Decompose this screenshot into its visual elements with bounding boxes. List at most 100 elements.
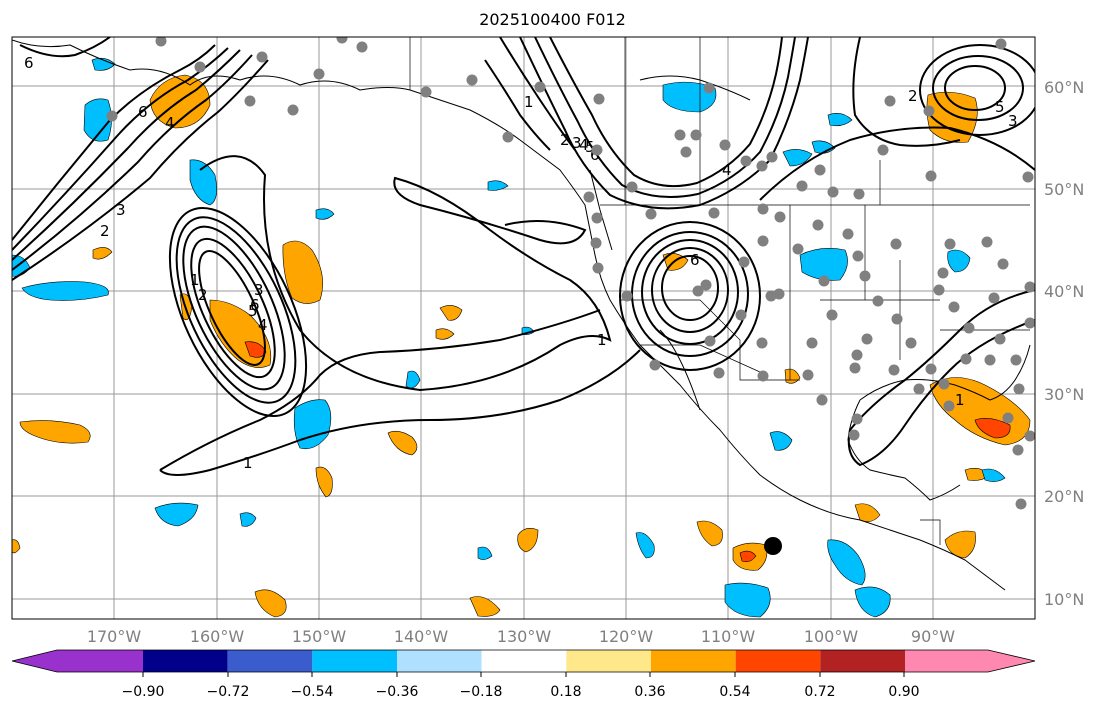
station-dot	[1024, 281, 1035, 293]
negative-anomaly-area	[981, 468, 1006, 482]
negative-anomaly-area	[635, 532, 655, 559]
colorbar-segment	[397, 650, 482, 672]
station-dot	[891, 313, 903, 325]
colorbar-tick-label: 0.36	[634, 684, 665, 700]
station-dot	[287, 104, 299, 116]
positive-anomaly-area	[282, 240, 323, 304]
colorbar-segment	[651, 650, 736, 672]
lon-label: 170°W	[87, 627, 142, 646]
colorbar-tick-label: −0.36	[376, 684, 419, 700]
colorbar-tick-label: 0.54	[719, 684, 750, 700]
station-dot	[861, 333, 873, 345]
station-dot	[592, 262, 604, 274]
station-dot	[913, 383, 925, 395]
station-dot	[1024, 430, 1035, 442]
contour-label: 2	[100, 222, 110, 240]
station-dot	[984, 354, 996, 366]
contour-label: 4	[165, 114, 175, 132]
station-dots	[106, 37, 1035, 510]
storm-center-marker	[764, 537, 782, 555]
negative-anomaly-area	[154, 502, 199, 527]
colorbar-segment	[905, 650, 989, 672]
contour-label: 2	[560, 131, 570, 149]
colorbar-segment	[312, 650, 397, 672]
station-dot	[859, 270, 871, 282]
negative-anomaly-area	[947, 249, 971, 273]
station-dot	[719, 139, 731, 151]
station-dot	[534, 81, 546, 93]
contour-label: 1	[597, 331, 607, 349]
station-dot	[994, 333, 1006, 345]
positive-anomaly-area	[435, 328, 455, 340]
lat-label: 40°N	[1044, 282, 1084, 301]
station-dot	[1012, 444, 1024, 456]
station-dot	[816, 394, 828, 406]
negative-anomaly-area	[189, 159, 217, 206]
station-dot	[356, 41, 368, 53]
station-dot	[905, 337, 917, 349]
station-dot	[735, 309, 747, 321]
colorbar-segment	[735, 650, 821, 672]
colorbar-tick-label: −0.90	[122, 684, 165, 700]
station-dot	[814, 164, 826, 176]
station-dot	[806, 337, 818, 349]
station-dot	[244, 95, 256, 107]
positive-anomaly-area	[315, 466, 333, 498]
station-dot	[690, 129, 702, 141]
station-dot	[1015, 498, 1027, 510]
lon-label: 120°W	[599, 627, 654, 646]
contour-label: 4	[579, 136, 589, 154]
positive-anomaly-area	[517, 528, 539, 553]
contour-label: 5	[995, 98, 1005, 116]
station-dot	[938, 378, 950, 390]
station-dot	[645, 208, 657, 220]
negative-anomaly-area	[827, 113, 853, 127]
colorbar-outline	[11, 649, 1036, 673]
station-dot	[890, 238, 902, 250]
station-dot	[502, 131, 514, 143]
positive-anomaly-area	[387, 430, 418, 456]
station-dot	[933, 284, 945, 296]
contour-label: 4	[258, 316, 268, 334]
colorbar-segment	[143, 650, 228, 672]
positive-anomaly-area	[696, 520, 723, 547]
station-dot	[713, 367, 725, 379]
lon-label: 130°W	[497, 627, 552, 646]
station-dot	[925, 363, 937, 375]
contour-label: 1	[524, 93, 534, 111]
station-dot	[988, 292, 1000, 304]
contour-label: 2	[908, 87, 918, 105]
negative-anomaly-area	[854, 586, 891, 618]
colorbar-tick-label: 0.18	[550, 684, 581, 700]
negative-anomaly-area	[782, 149, 813, 167]
station-dot	[692, 285, 704, 297]
station-dot	[313, 68, 325, 80]
contour-label: 1	[243, 454, 253, 472]
negative-anomaly-area	[21, 281, 109, 301]
colorbar-segment	[566, 650, 651, 672]
contour-labels: 6 6 4 2 3 1 1 2 3 4 5 6 1 2 3 4 5 6 2 4 …	[24, 54, 1018, 472]
station-dot	[851, 349, 863, 361]
lon-label: 140°W	[394, 627, 449, 646]
contour-label: 5	[248, 302, 258, 320]
lon-label: 160°W	[190, 627, 245, 646]
station-dot	[1010, 354, 1022, 366]
station-dot	[925, 170, 937, 182]
station-dot	[884, 95, 896, 107]
station-dot	[757, 370, 769, 382]
station-dot	[842, 228, 854, 240]
station-dot	[826, 309, 838, 321]
station-dot	[766, 151, 778, 163]
colorbar-extend-low	[12, 650, 57, 672]
station-dot	[802, 369, 814, 381]
station-dot	[590, 237, 602, 249]
contour-label: 6	[690, 251, 700, 269]
positive-anomaly-area	[739, 550, 757, 563]
station-dot	[849, 362, 861, 374]
colorbar: −0.90 −0.72 −0.54 −0.36 −0.18 0.18 0.36 0.54 0.7…	[11, 649, 1036, 700]
station-dot	[877, 144, 889, 156]
station-dot	[738, 256, 750, 268]
station-dot	[703, 82, 715, 94]
station-dot	[923, 105, 935, 117]
